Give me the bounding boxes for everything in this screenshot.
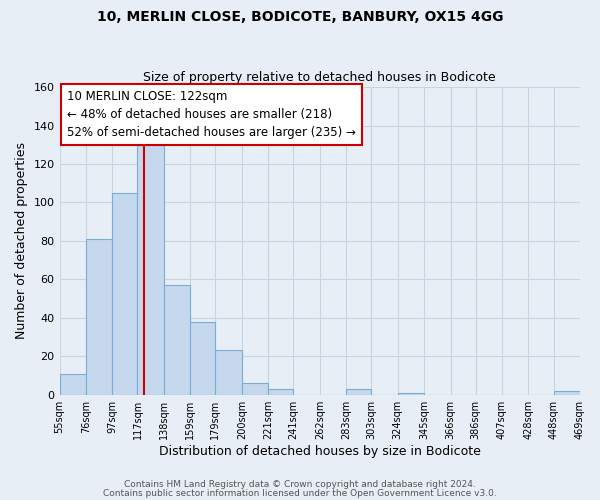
Text: 10 MERLIN CLOSE: 122sqm
← 48% of detached houses are smaller (218)
52% of semi-d: 10 MERLIN CLOSE: 122sqm ← 48% of detache… — [67, 90, 356, 139]
Text: 10, MERLIN CLOSE, BODICOTE, BANBURY, OX15 4GG: 10, MERLIN CLOSE, BODICOTE, BANBURY, OX1… — [97, 10, 503, 24]
Text: Contains public sector information licensed under the Open Government Licence v3: Contains public sector information licen… — [103, 488, 497, 498]
Bar — [137, 144, 164, 394]
Bar — [554, 391, 580, 394]
Bar — [164, 285, 190, 395]
Bar — [346, 389, 371, 394]
Bar — [112, 193, 137, 394]
Bar — [398, 393, 424, 394]
Title: Size of property relative to detached houses in Bodicote: Size of property relative to detached ho… — [143, 72, 496, 85]
Bar — [268, 389, 293, 394]
Bar — [215, 350, 242, 395]
Y-axis label: Number of detached properties: Number of detached properties — [15, 142, 28, 340]
Bar — [59, 374, 86, 394]
Text: Contains HM Land Registry data © Crown copyright and database right 2024.: Contains HM Land Registry data © Crown c… — [124, 480, 476, 489]
X-axis label: Distribution of detached houses by size in Bodicote: Distribution of detached houses by size … — [159, 444, 481, 458]
Bar — [242, 383, 268, 394]
Bar — [190, 322, 215, 394]
Bar — [86, 239, 112, 394]
